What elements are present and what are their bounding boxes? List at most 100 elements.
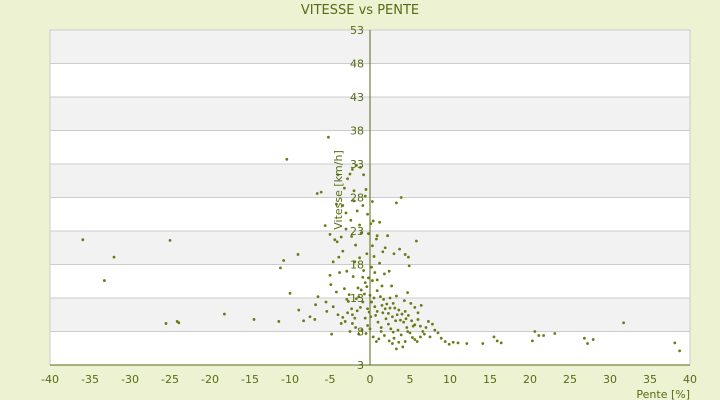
data-point <box>349 218 353 222</box>
data-point <box>392 336 396 340</box>
data-point <box>348 172 352 176</box>
data-point <box>395 313 399 317</box>
x-tick-label: 30 <box>603 373 617 386</box>
data-point <box>403 340 407 343</box>
data-point <box>279 266 282 270</box>
data-point <box>373 271 377 274</box>
data-point <box>331 305 335 309</box>
data-point <box>537 334 541 337</box>
data-point <box>355 209 359 213</box>
data-point <box>356 286 360 290</box>
data-point <box>375 237 378 241</box>
data-point <box>367 276 370 280</box>
chart-title: VITESSE vs PENTE <box>301 3 419 18</box>
data-point <box>411 336 414 339</box>
data-point <box>492 335 496 339</box>
data-point <box>439 336 443 340</box>
data-point <box>371 244 374 248</box>
data-point <box>357 295 361 299</box>
data-point <box>396 328 400 332</box>
data-point <box>387 322 390 326</box>
data-point <box>542 334 545 337</box>
x-tick-label: 10 <box>443 373 457 386</box>
data-point <box>339 235 343 239</box>
data-point <box>392 252 396 256</box>
data-point <box>360 328 364 332</box>
data-point <box>361 275 365 279</box>
data-point <box>363 194 367 198</box>
data-point <box>419 335 422 339</box>
x-tick-label: 20 <box>523 373 537 386</box>
data-point <box>401 345 405 349</box>
data-point <box>343 186 346 190</box>
data-point <box>371 200 374 203</box>
data-point <box>350 307 353 311</box>
data-point <box>324 300 328 304</box>
data-point <box>363 281 367 284</box>
y-tick-label: 38 <box>350 125 364 138</box>
data-point <box>375 278 379 282</box>
data-point <box>362 173 365 177</box>
data-point <box>355 163 358 167</box>
data-point <box>367 232 370 236</box>
data-point <box>388 296 392 300</box>
data-point <box>403 253 407 256</box>
data-point <box>314 303 317 307</box>
y-tick-label: 8 <box>357 326 364 339</box>
data-point <box>398 247 401 251</box>
data-point <box>407 314 410 317</box>
data-point <box>316 295 320 299</box>
data-point <box>379 330 383 333</box>
data-point <box>354 326 357 329</box>
data-point <box>355 309 359 313</box>
data-point <box>431 322 434 326</box>
data-point <box>330 332 333 336</box>
data-point <box>112 255 116 259</box>
data-point <box>379 295 382 299</box>
data-point <box>407 255 410 259</box>
data-point <box>351 167 354 171</box>
data-point <box>443 340 447 343</box>
data-point <box>378 220 381 224</box>
data-point <box>364 188 368 191</box>
data-point <box>366 307 369 311</box>
data-point <box>378 261 381 265</box>
data-point <box>313 318 317 321</box>
data-point <box>371 219 375 223</box>
data-point <box>380 303 384 307</box>
data-point <box>339 322 343 325</box>
y-tick-label: 18 <box>350 259 364 272</box>
data-point <box>395 347 398 351</box>
data-point <box>397 308 401 312</box>
data-point <box>329 283 333 286</box>
data-point <box>347 299 350 303</box>
data-point <box>335 240 339 244</box>
y-tick-label: 13 <box>350 292 364 305</box>
data-point <box>402 320 405 324</box>
data-point <box>533 330 537 333</box>
data-point <box>357 332 361 336</box>
data-point <box>331 260 335 264</box>
data-point <box>323 224 327 228</box>
data-point <box>391 315 394 319</box>
data-point <box>338 271 341 274</box>
x-tick-label: 5 <box>407 373 414 386</box>
x-tick-label: -25 <box>161 373 179 386</box>
data-point <box>413 305 417 309</box>
data-point <box>408 331 412 335</box>
data-point <box>433 328 437 332</box>
data-point <box>424 326 428 329</box>
data-point <box>164 322 168 325</box>
data-point <box>277 320 281 323</box>
data-point <box>383 334 386 337</box>
data-point <box>410 319 413 323</box>
data-point <box>394 319 397 323</box>
data-point <box>103 279 106 282</box>
data-point <box>399 318 402 322</box>
data-point <box>387 269 391 273</box>
data-point <box>296 253 300 256</box>
data-point <box>370 300 373 304</box>
data-point <box>372 255 376 258</box>
data-point <box>383 246 387 250</box>
